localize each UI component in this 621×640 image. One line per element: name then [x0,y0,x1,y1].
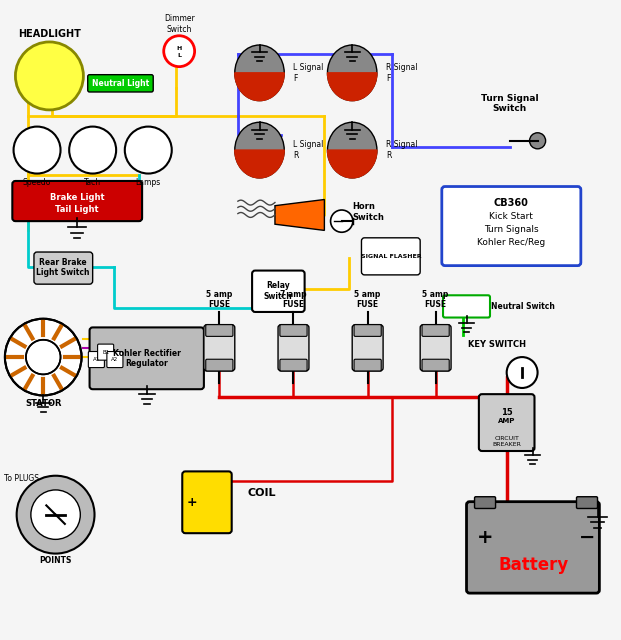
FancyBboxPatch shape [466,502,599,593]
FancyBboxPatch shape [107,351,123,367]
Text: KEY SWITCH: KEY SWITCH [468,340,527,349]
Text: AMP: AMP [498,418,515,424]
Text: 5 amp
FUSE: 5 amp FUSE [355,290,381,309]
Circle shape [16,42,83,110]
FancyBboxPatch shape [183,472,232,533]
Polygon shape [275,200,324,230]
Text: Kohler Rec/Reg: Kohler Rec/Reg [477,238,545,247]
Text: HEADLIGHT: HEADLIGHT [18,29,81,39]
Circle shape [26,340,60,374]
FancyBboxPatch shape [443,295,490,317]
Ellipse shape [327,122,377,178]
Circle shape [330,210,353,232]
Circle shape [14,127,60,173]
Text: L Signal
R: L Signal R [294,140,324,160]
Text: Horn
Switch: Horn Switch [352,202,384,221]
FancyBboxPatch shape [354,359,381,371]
Circle shape [125,127,172,173]
FancyBboxPatch shape [97,344,114,360]
Text: 15: 15 [501,408,512,417]
FancyBboxPatch shape [206,324,233,337]
Text: COIL: COIL [247,488,276,498]
FancyBboxPatch shape [422,359,449,371]
Text: SIGNAL FLASHER: SIGNAL FLASHER [361,254,421,259]
Circle shape [17,476,94,554]
Text: To PLUGS: To PLUGS [4,474,39,483]
FancyBboxPatch shape [479,394,535,451]
Text: Kick Start: Kick Start [489,212,533,221]
Text: +: + [477,528,493,547]
Text: Tail Light: Tail Light [55,205,99,214]
FancyBboxPatch shape [280,324,307,337]
FancyBboxPatch shape [354,324,381,337]
Text: POINTS: POINTS [39,556,72,565]
Text: Battery: Battery [498,556,568,574]
Text: Tach: Tach [84,178,101,187]
FancyBboxPatch shape [474,497,496,508]
Text: Turn Signals: Turn Signals [484,225,538,234]
Text: H: H [176,46,182,51]
FancyBboxPatch shape [420,324,451,371]
Circle shape [164,36,194,67]
Text: Lamps: Lamps [135,178,161,187]
Text: Speedo: Speedo [23,178,52,187]
Polygon shape [327,73,377,100]
FancyBboxPatch shape [204,324,235,371]
Text: Neutral Switch: Neutral Switch [491,302,555,311]
Text: Neutral Light: Neutral Light [92,79,149,88]
Text: CB360: CB360 [494,198,528,207]
Text: 5 amp
FUSE: 5 amp FUSE [422,290,449,309]
FancyBboxPatch shape [280,359,307,371]
FancyBboxPatch shape [278,324,309,371]
Polygon shape [235,73,284,100]
Circle shape [69,127,116,173]
Text: L: L [177,53,181,58]
FancyBboxPatch shape [89,328,204,389]
Text: R Signal
R: R Signal R [386,140,418,160]
Text: Relay
Switch: Relay Switch [264,281,292,301]
Circle shape [5,319,81,396]
FancyBboxPatch shape [34,252,93,284]
FancyBboxPatch shape [252,271,305,312]
Text: Dimmer
Switch: Dimmer Switch [164,15,194,34]
FancyBboxPatch shape [206,359,233,371]
FancyBboxPatch shape [88,75,153,92]
Text: 7 amp
FUSE: 7 amp FUSE [280,290,307,309]
FancyBboxPatch shape [422,324,449,337]
Ellipse shape [235,122,284,178]
Text: A2: A2 [111,357,119,362]
Text: Brake Light: Brake Light [50,193,104,202]
Text: +: + [186,496,197,509]
Circle shape [31,490,80,540]
Ellipse shape [235,45,284,100]
Ellipse shape [327,45,377,100]
Text: Turn Signal
Switch: Turn Signal Switch [481,93,538,113]
FancyBboxPatch shape [576,497,597,508]
Circle shape [507,357,538,388]
Text: R Signal
F: R Signal F [386,63,418,83]
Polygon shape [235,150,284,178]
Text: Rear Brake
Light Switch: Rear Brake Light Switch [36,258,90,277]
FancyBboxPatch shape [442,186,581,266]
Text: CIRCUIT
BREAKER: CIRCUIT BREAKER [492,436,521,447]
Text: B1: B1 [102,349,109,355]
Polygon shape [327,150,377,178]
FancyBboxPatch shape [361,238,420,275]
FancyBboxPatch shape [352,324,383,371]
Text: A1: A1 [93,357,100,362]
Circle shape [530,132,546,149]
Text: −: − [579,528,595,547]
Text: STATOR: STATOR [25,399,61,408]
FancyBboxPatch shape [12,181,142,221]
Text: L Signal
F: L Signal F [294,63,324,83]
FancyBboxPatch shape [88,351,104,367]
Text: 5 amp
FUSE: 5 amp FUSE [206,290,232,309]
Text: Kohler Rectifier
Regulator: Kohler Rectifier Regulator [113,349,181,368]
